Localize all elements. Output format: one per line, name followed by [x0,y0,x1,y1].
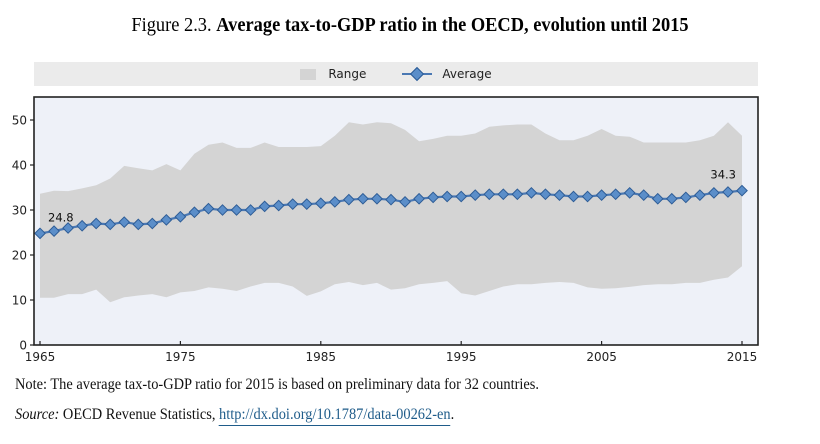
data-label: 24.8 [48,210,74,224]
legend-item-range: Range [300,67,366,81]
figure-title: Figure 2.3. Average tax-to-GDP ratio in … [33,14,787,37]
y-tick-label: 20 [12,249,27,263]
x-tick-label: 2005 [586,350,617,364]
average-point [595,189,608,202]
average-point [174,210,187,223]
average-point [581,190,594,203]
source-link[interactable]: http://dx.doi.org/10.1787/data-00262-en [219,406,451,426]
legend: Range Average [34,62,758,86]
legend-label-average: Average [442,67,492,81]
average-point [399,195,411,208]
x-tick-label: 1985 [306,350,337,364]
average-point [609,188,622,201]
average-point [679,191,692,204]
range-area [40,122,742,303]
average-point [693,189,706,202]
average-point [665,192,678,205]
average-point [118,216,131,229]
average-point [357,192,369,205]
average-point [455,190,468,203]
average-point [736,184,748,197]
y-tick-label: 40 [12,159,27,173]
average-point [48,225,60,238]
average-point [34,227,46,240]
average-point [300,198,313,211]
source-text: OECD Revenue Statistics, [59,406,220,423]
average-point [202,202,215,215]
average-point [483,188,496,201]
average-point [623,186,636,199]
average-point [708,186,720,199]
average-point [188,206,201,219]
average-point [342,193,355,206]
average-point [553,189,566,202]
source-label: Source: [15,406,60,423]
source-trailing: . [450,406,455,423]
average-point [272,199,285,212]
legend-label-range: Range [328,67,367,81]
y-tick-label: 10 [12,294,27,308]
average-point [651,192,664,205]
average-point [328,195,341,208]
data-label: 34.3 [710,168,736,182]
average-point [469,189,482,202]
average-point [160,213,173,226]
average-point [314,197,327,210]
figure-title-text: Average tax-to-GDP ratio in the OECD, ev… [216,14,689,36]
average-point [76,219,89,232]
average-point [244,204,257,216]
x-tick-label: 2015 [727,350,758,364]
y-tick-label: 50 [12,114,27,128]
average-point [497,188,510,201]
range-swatch-icon [300,68,317,80]
average-point [132,218,145,231]
average-point [637,189,650,202]
average-point [441,190,454,203]
average-point [258,200,271,213]
average-point [427,191,440,204]
average-point [216,204,229,216]
line-diamond-icon [402,66,433,82]
figure-source: Source: OECD Revenue Statistics, http://… [15,406,455,426]
y-axis: 0 10 20 30 40 50 [12,114,34,353]
average-point [62,222,74,234]
average-point [722,186,734,198]
chart: 24.8 34.3 0 10 20 30 40 50 1965 1975 1985 1995 200… [12,96,759,364]
legend-item-average: Average [402,66,492,82]
average-point [286,198,299,211]
x-tick-label: 1995 [446,350,477,364]
y-tick-label: 0 [19,339,27,353]
average-point [371,192,383,205]
figure-note: Note: The average tax-to-GDP ratio for 2… [15,376,539,393]
average-point [567,190,580,203]
y-tick-label: 30 [12,204,27,218]
plot-frame [33,96,759,346]
average-series [34,184,748,240]
average-point [511,188,524,201]
average-point [539,188,552,201]
annotations: 24.8 34.3 [48,168,736,225]
average-point [525,186,538,199]
x-tick-label: 1975 [165,350,196,364]
average-point [90,217,103,230]
average-point [413,192,425,205]
x-tick-label: 1965 [25,350,56,364]
average-point [146,217,159,230]
average-point [230,204,243,216]
figure-number: Figure 2.3. [131,14,212,36]
average-point [104,218,117,231]
average-point [385,193,397,206]
x-axis: 1965 1975 1985 1995 2005 2015 [25,341,758,364]
